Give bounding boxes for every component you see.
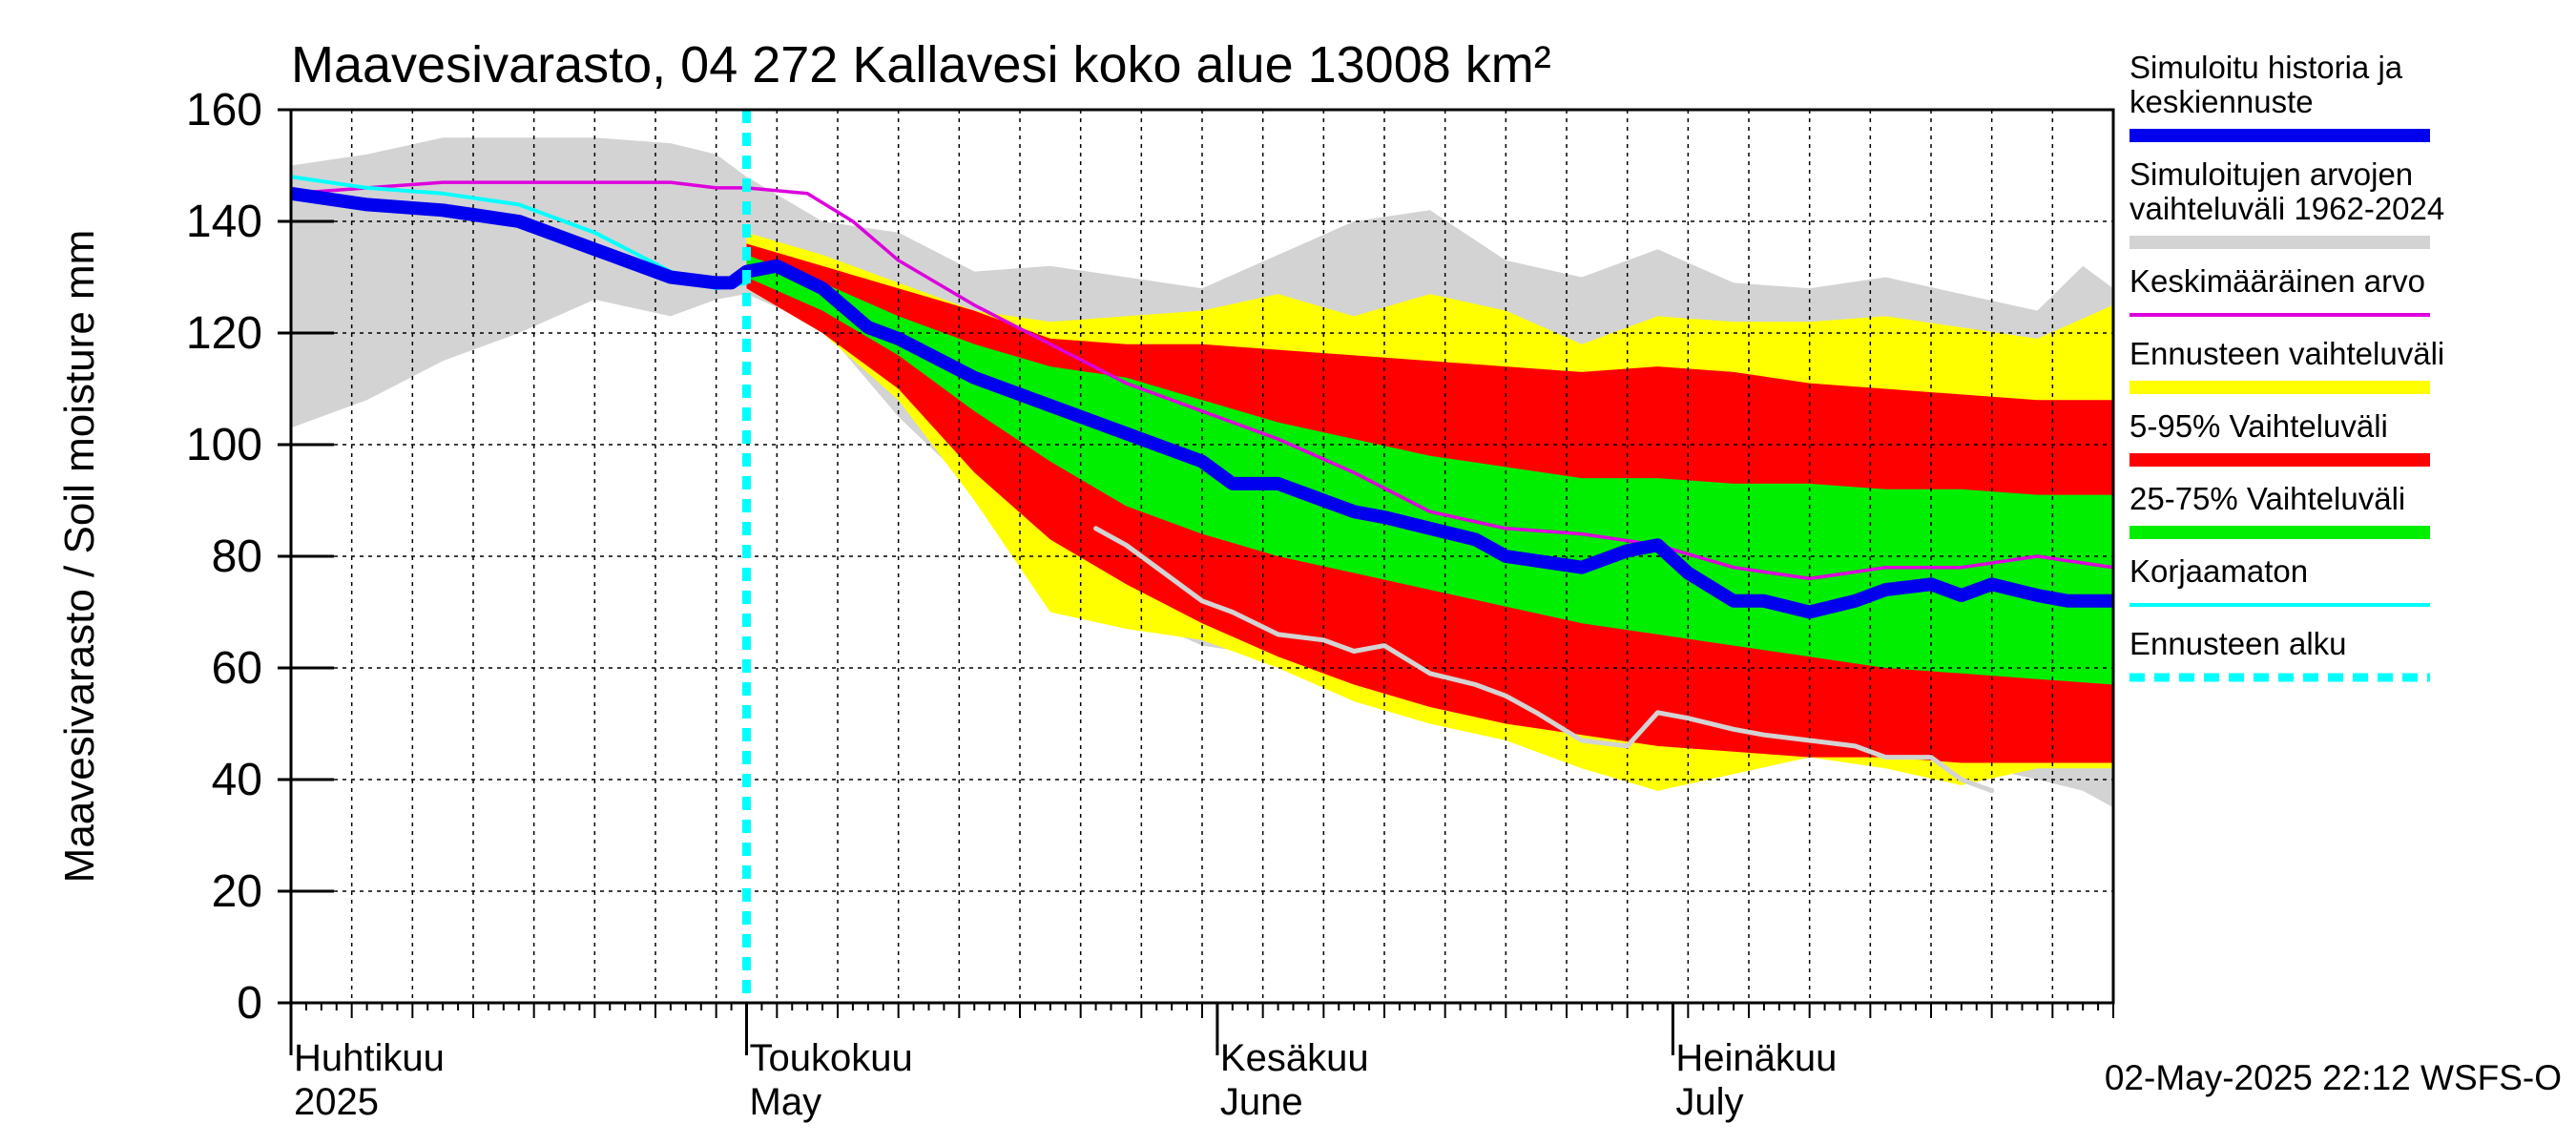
y-tick-label: 20 <box>212 866 262 917</box>
month-label-en: May <box>750 1081 822 1123</box>
historical-min-line <box>1093 526 1995 794</box>
y-tick-label: 60 <box>212 643 262 694</box>
month-label-en: 2025 <box>294 1081 379 1123</box>
legend-label: Simuloitujen arvojen <box>2129 156 2413 192</box>
legend-label: Ennusteen alku <box>2129 626 2347 661</box>
y-tick-label: 120 <box>186 308 262 359</box>
legend-label: keskiennuste <box>2129 84 2314 119</box>
y-tick-label: 100 <box>186 420 262 470</box>
p25-75-band <box>746 255 2113 685</box>
mean-line <box>291 180 2113 581</box>
y-tick-label: 160 <box>186 85 262 135</box>
timestamp: 02-May-2025 22:12 WSFS-O <box>2105 1058 2562 1097</box>
month-label-fi: Huhtikuu <box>294 1037 445 1079</box>
legend-label: Simuloitu historia ja <box>2129 50 2403 85</box>
month-label-fi: Toukokuu <box>750 1037 913 1079</box>
month-label-en: June <box>1220 1081 1303 1123</box>
y-tick-label: 140 <box>186 197 262 247</box>
y-axis-label: Maavesivarasto / Soil moisture mm <box>56 230 103 884</box>
legend-label: Korjaamaton <box>2129 553 2308 589</box>
month-label-en: July <box>1675 1081 1743 1123</box>
month-label-fi: Kesäkuu <box>1220 1037 1369 1079</box>
month-label-fi: Heinäkuu <box>1675 1037 1837 1079</box>
plot-area <box>291 110 2113 1003</box>
series-lines <box>291 110 2113 1003</box>
legend-label: vaihteluväli 1962-2024 <box>2129 191 2444 226</box>
legend-label: Ennusteen vaihteluväli <box>2129 336 2444 371</box>
legend-label: 25-75% Vaihteluväli <box>2129 481 2405 516</box>
y-tick-label: 0 <box>237 978 262 1029</box>
legend-label: 5-95% Vaihteluväli <box>2129 408 2388 444</box>
y-tick-label: 80 <box>212 531 262 582</box>
legend-label: Keskimääräinen arvo <box>2129 263 2425 299</box>
median-line <box>291 186 2113 619</box>
y-tick-label: 40 <box>212 755 262 805</box>
chart-title: Maavesivarasto, 04 272 Kallavesi koko al… <box>291 36 1551 94</box>
